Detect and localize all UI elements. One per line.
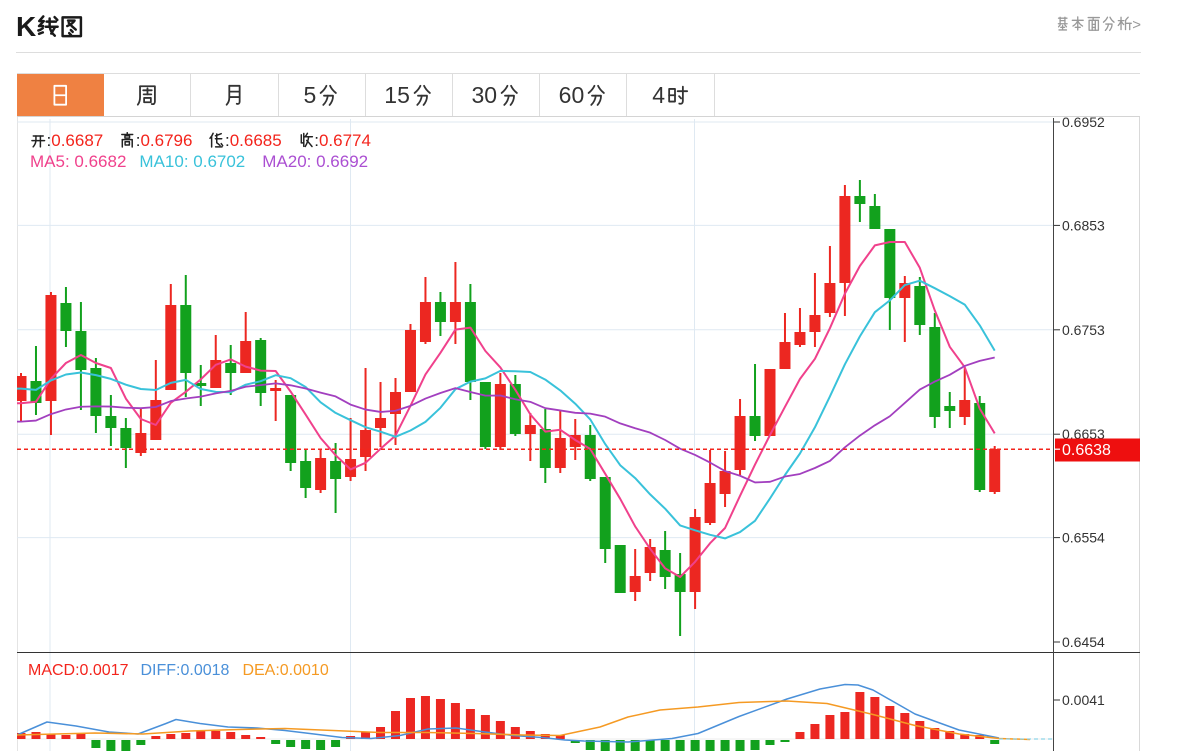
svg-text:0.6454: 0.6454	[1062, 634, 1105, 650]
svg-text:0.6952: 0.6952	[1062, 117, 1105, 130]
svg-text:0.6753: 0.6753	[1062, 322, 1105, 338]
svg-text:0.6853: 0.6853	[1062, 217, 1105, 233]
svg-text:0.6653: 0.6653	[1062, 426, 1105, 442]
svg-text:0.6638: 0.6638	[1062, 442, 1111, 459]
svg-text:0.6554: 0.6554	[1062, 530, 1105, 546]
svg-text:0.0041: 0.0041	[1062, 692, 1105, 708]
